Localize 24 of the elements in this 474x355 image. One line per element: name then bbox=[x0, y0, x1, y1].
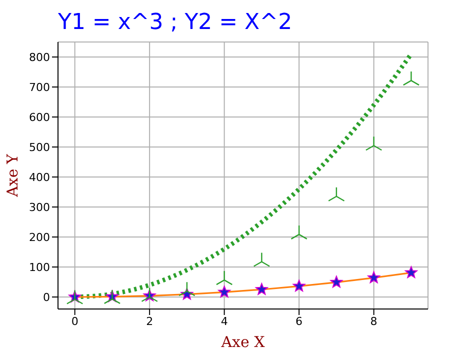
point bbox=[365, 136, 382, 151]
y-tick-label: 0 bbox=[43, 290, 50, 304]
point bbox=[328, 186, 345, 202]
y-axis-title: Axe Y bbox=[3, 152, 22, 198]
y-tick-label: 400 bbox=[29, 170, 50, 184]
point bbox=[216, 270, 233, 286]
point bbox=[402, 70, 420, 86]
y-tick-label: 100 bbox=[29, 260, 50, 274]
y-tick-label: 200 bbox=[29, 230, 50, 244]
x-tick-label: 6 bbox=[296, 314, 303, 328]
y-tick-label: 500 bbox=[29, 140, 50, 154]
chart-title: Y1 = x^3 ; Y2 = X^2 bbox=[58, 10, 292, 35]
point bbox=[290, 224, 308, 240]
y-tick-label: 300 bbox=[29, 200, 50, 214]
point bbox=[178, 282, 196, 296]
x-tick-label: 2 bbox=[146, 314, 154, 328]
y-tick-label: 700 bbox=[29, 80, 50, 94]
point bbox=[253, 252, 270, 267]
x-tick-label: 0 bbox=[71, 314, 78, 328]
y-tick-label: 800 bbox=[29, 50, 50, 64]
x-tick-label: 8 bbox=[370, 314, 378, 328]
x-axis-title: Axe X bbox=[220, 333, 266, 351]
x-tick-label: 4 bbox=[220, 314, 228, 328]
y-tick-label: 600 bbox=[29, 110, 50, 124]
